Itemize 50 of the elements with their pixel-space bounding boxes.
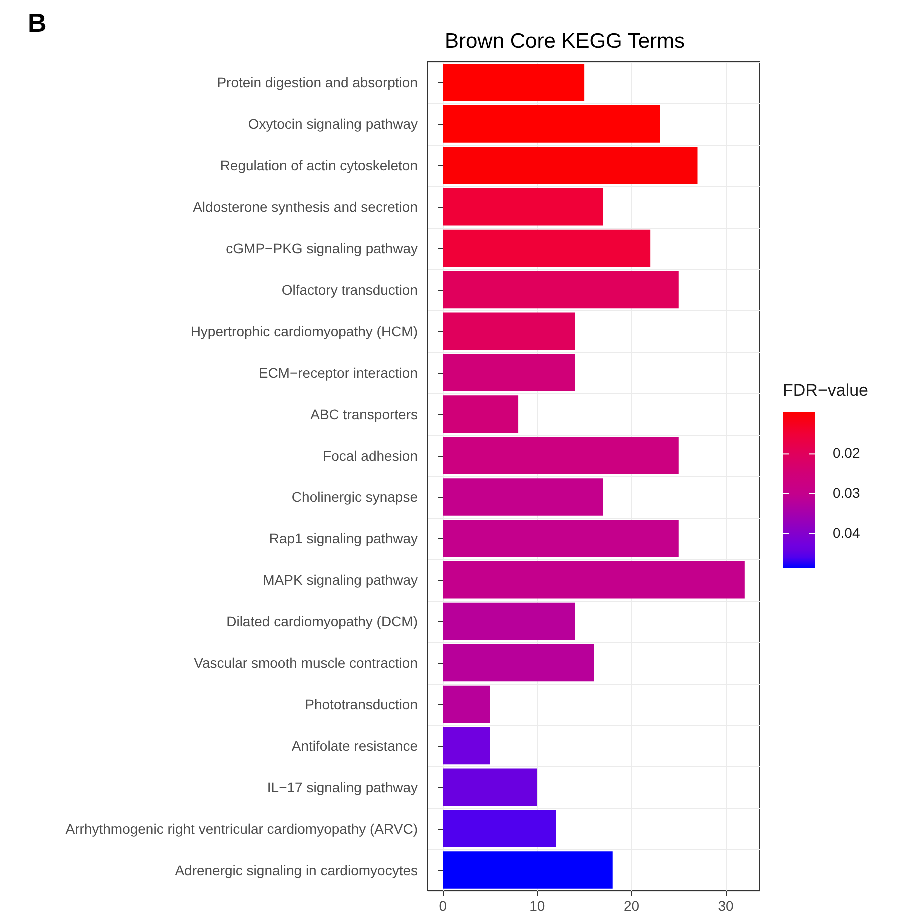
y-tick-label: Rap1 signaling pathway xyxy=(269,530,418,547)
bar xyxy=(443,810,556,848)
y-tick-label: Arrhythmogenic right ventricular cardiomyopathy (ARVC) xyxy=(66,820,418,837)
bar xyxy=(443,188,604,226)
y-tick-label: Vascular smooth muscle contraction xyxy=(194,655,418,672)
bar xyxy=(443,768,538,806)
y-tick-label: Aldosterone synthesis and secretion xyxy=(193,199,418,216)
y-tick-label: Oxytocin signaling pathway xyxy=(248,116,418,132)
x-tick-label: 30 xyxy=(718,898,734,914)
bar xyxy=(443,312,576,350)
y-tick-label: Olfactory transduction xyxy=(282,282,418,298)
bar xyxy=(443,602,576,640)
bar xyxy=(443,64,585,102)
chart-title: Brown Core KEGG Terms xyxy=(444,30,686,53)
color-bar-label: 0.02 xyxy=(833,445,860,462)
x-tick-label: 10 xyxy=(530,898,546,914)
x-tick-label: 20 xyxy=(624,898,640,914)
bar xyxy=(443,686,490,724)
bar xyxy=(443,727,490,765)
bar xyxy=(443,852,613,889)
color-bar-title: FDR−value xyxy=(783,381,869,400)
y-tick-label: Dilated cardiomyopathy (DCM) xyxy=(226,614,418,630)
bar xyxy=(443,354,576,392)
y-tick-label: Hypertrophic cardiomyopathy (HCM) xyxy=(190,323,418,340)
bar xyxy=(443,478,604,516)
bar xyxy=(443,106,660,143)
bar xyxy=(443,520,679,558)
y-tick-label: Cholinergic synapse xyxy=(292,489,418,506)
y-tick-label: Antifolate resistance xyxy=(292,738,418,754)
bar xyxy=(443,561,745,599)
y-tick-label: Regulation of actin cytoskeleton xyxy=(220,158,418,174)
bar xyxy=(443,644,594,682)
bar xyxy=(443,146,698,184)
color-bar-label: 0.03 xyxy=(833,484,860,501)
bar xyxy=(443,396,519,433)
y-tick-label: ABC transporters xyxy=(310,406,418,422)
y-tick-label: ECM−receptor interaction xyxy=(258,364,418,381)
x-tick-label: 0 xyxy=(439,898,448,914)
bar xyxy=(443,437,679,474)
y-tick-label: Phototransduction xyxy=(305,696,418,712)
y-tick-label: MAPK signaling pathway xyxy=(263,572,418,588)
y-tick-label: Focal adhesion xyxy=(323,448,418,464)
y-tick-label: cGMP−PKG signaling pathway xyxy=(226,240,418,257)
y-tick-label: IL−17 signaling pathway xyxy=(267,779,418,796)
y-tick-label: Adrenergic signaling in cardiomyocytes xyxy=(175,862,418,878)
bar xyxy=(443,271,679,309)
text: B xyxy=(28,8,47,38)
color-bar-label: 0.04 xyxy=(833,524,860,541)
y-tick-label: Protein digestion and absorption xyxy=(217,74,418,91)
bar xyxy=(443,230,651,268)
